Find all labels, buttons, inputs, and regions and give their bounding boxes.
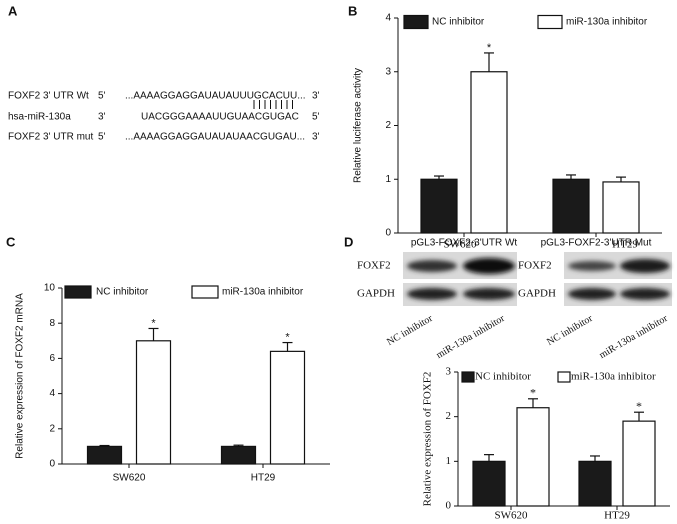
significance: * (530, 386, 536, 400)
y-tick-label: 2 (446, 410, 452, 422)
bar (220, 445, 257, 465)
x-tick-label: SW620 (113, 473, 146, 484)
x-tick-label: pGL3-FOXF2-3'UTR Wt (411, 238, 518, 249)
legend-label: miR-130a inhibitor (222, 287, 304, 298)
x-tick-label: SW620 (495, 510, 529, 522)
lane-label: NC inhibitor (545, 313, 595, 348)
sequence: ...AAAAGGAGGAUAUAUAACGUGAU... (125, 132, 305, 143)
significance: * (487, 42, 492, 54)
pairing-lines (253, 100, 293, 109)
y-tick-label: 1 (385, 174, 391, 185)
cell-line: SW620 (444, 239, 478, 251)
x-tick-label: HT29 (604, 510, 630, 522)
legend-swatch (461, 371, 475, 383)
bar-chart: 0 1 2 3 Relative expression of FOXF2 SW620 * HT… (422, 366, 670, 522)
seq-end: 3' (312, 91, 320, 102)
bar (269, 350, 306, 465)
error-bar (282, 341, 293, 352)
significance: * (285, 331, 290, 343)
bar-chart: 0 2 4 6 8 10 Relative expression of FOXF2 mRNA… (15, 283, 330, 484)
y-tick-label: 3 (446, 366, 452, 378)
y-tick-label: 6 (49, 353, 55, 364)
y-tick-label: 10 (44, 283, 56, 294)
y-axis-label: Relative luciferase activity (353, 68, 364, 183)
seq-start: 5' (98, 132, 106, 143)
y-tick-label: 2 (385, 120, 391, 131)
seq-name: FOXF2 3' UTR Wt (8, 91, 89, 102)
panel-label: D (344, 234, 353, 249)
bar (516, 407, 550, 507)
legend-label: miR-130a inhibitor (566, 17, 648, 28)
legend-label: NC inhibitor (96, 287, 149, 298)
bands (407, 258, 670, 300)
bar (578, 460, 612, 507)
bar (472, 460, 506, 507)
error-bar (566, 174, 576, 180)
legend-swatch (557, 371, 571, 383)
bar-chart: 0 1 2 3 4 Relative luciferase activity pGL3-FO… (353, 13, 662, 249)
significance: * (636, 399, 642, 413)
error-bar (634, 411, 644, 422)
y-tick-label: 1 (446, 455, 452, 467)
error-bar (616, 176, 626, 182)
panel-label: B (348, 3, 357, 18)
y-tick-label: 2 (49, 423, 55, 434)
error-bar (484, 454, 494, 462)
legend-swatch (191, 285, 219, 299)
x-tick-label: HT29 (251, 473, 276, 484)
legend-swatch (403, 14, 429, 30)
error-bar (484, 52, 494, 72)
error-bar (434, 175, 444, 180)
legend-swatch (537, 14, 563, 30)
significance: * (151, 317, 156, 329)
seq-name: FOXF2 3' UTR mut (8, 132, 93, 143)
bar (622, 420, 656, 507)
panel-label: A (8, 3, 18, 18)
sequence: UACGGGAAAAUUGUAACGUGAC (141, 112, 299, 123)
seq-start: 5' (98, 91, 106, 102)
y-tick-label: 8 (49, 318, 55, 329)
protein-label: FOXF2 (518, 260, 552, 272)
error-bar (148, 327, 159, 341)
lane-label: miR-130a inhibitor (598, 313, 671, 361)
y-tick-label: 0 (446, 500, 452, 512)
bar (420, 178, 458, 234)
error-bar (590, 455, 600, 462)
western-blot: SW620 HT29 FOXF2 GAPDH FOXF2 GAPDH NC in… (357, 239, 672, 361)
cell-line: HT29 (612, 239, 638, 251)
legend-swatch (64, 285, 92, 299)
seq-name: hsa-miR-130a (8, 112, 71, 123)
y-tick-label: 4 (385, 13, 391, 24)
y-tick-label: 0 (385, 228, 391, 239)
protein-label: FOXF2 (357, 260, 391, 272)
y-tick-label: 3 (385, 66, 391, 77)
bar (470, 71, 508, 234)
seq-end: 5' (312, 112, 320, 123)
bar (552, 178, 590, 234)
bar (135, 340, 172, 465)
seq-start: 3' (98, 112, 106, 123)
bar (602, 181, 640, 234)
x-tick-label: pGL3-FOXF2-3'UTR Mut (541, 238, 652, 249)
y-tick-label: 0 (49, 459, 55, 470)
lane-label: NC inhibitor (385, 313, 435, 348)
y-tick-label: 4 (49, 388, 55, 399)
error-bar (528, 398, 538, 408)
legend-label: miR-130a inhibitor (571, 371, 656, 383)
error-bar (99, 444, 110, 447)
sequence: ...AAAAGGAGGAUAUAUUUGCACUU... (125, 91, 306, 102)
error-bar (233, 444, 244, 447)
lane-label: miR-130a inhibitor (435, 313, 508, 361)
y-axis-label: Relative expression of FOXF2 mRNA (15, 293, 26, 459)
seq-end: 3' (312, 132, 320, 143)
legend-label: NC inhibitor (432, 17, 485, 28)
protein-label: GAPDH (518, 288, 556, 300)
legend-label: NC inhibitor (475, 371, 531, 383)
bar (86, 445, 123, 465)
panel-label: C (6, 234, 16, 249)
y-axis-label: Relative expression of FOXF2 (422, 372, 434, 507)
protein-label: GAPDH (357, 288, 395, 300)
